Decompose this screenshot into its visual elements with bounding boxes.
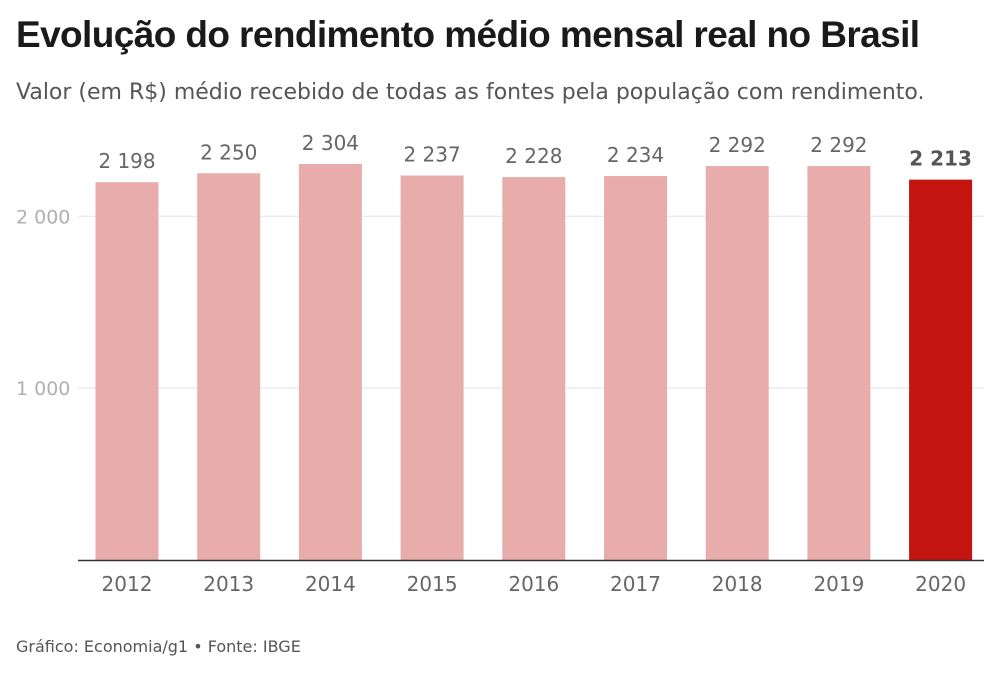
chart-title: Evolução do rendimento médio mensal real… bbox=[16, 14, 920, 55]
value-label: 2 292 bbox=[810, 133, 867, 157]
x-axis-ticks: 2012 2013 2014 2015 2016 2017 2018 2019 2020 bbox=[102, 572, 967, 596]
value-label: 2 234 bbox=[607, 143, 664, 167]
x-tick-label: 2012 bbox=[102, 572, 153, 596]
bar-2016 bbox=[502, 177, 566, 560]
value-label: 2 237 bbox=[403, 143, 460, 167]
x-tick-label: 2018 bbox=[712, 572, 763, 596]
value-label: 2 198 bbox=[98, 149, 155, 173]
value-label: 2 292 bbox=[709, 133, 766, 157]
bar-2018 bbox=[705, 166, 769, 560]
source-note: Gráfico: Economia/g1 • Fonte: IBGE bbox=[16, 637, 301, 656]
y-tick-label: 1 000 bbox=[16, 378, 70, 400]
chart-subtitle: Valor (em R$) médio recebido de todas as… bbox=[16, 80, 925, 105]
bar-2014 bbox=[298, 164, 362, 560]
x-tick-label: 2015 bbox=[407, 572, 458, 596]
x-tick-label: 2019 bbox=[813, 572, 864, 596]
x-tick-label: 2016 bbox=[508, 572, 559, 596]
value-labels: 2 198 2 250 2 304 2 237 2 228 2 234 2 292 2 292… bbox=[98, 131, 972, 173]
x-tick-label: 2013 bbox=[203, 572, 254, 596]
bar-2015 bbox=[400, 175, 464, 560]
bar-2013 bbox=[197, 173, 261, 560]
value-label: 2 213 bbox=[909, 147, 972, 171]
bar-2020 bbox=[909, 179, 973, 560]
bar-2019 bbox=[807, 166, 871, 560]
bar-2012 bbox=[95, 182, 159, 560]
y-tick-label: 2 000 bbox=[16, 206, 70, 228]
bar-2017 bbox=[604, 176, 667, 560]
x-tick-label: 2017 bbox=[610, 572, 661, 596]
x-tick-label: 2014 bbox=[305, 572, 356, 596]
value-label: 2 250 bbox=[200, 140, 257, 164]
bars bbox=[95, 164, 973, 560]
y-axis-ticks: 1 000 2 000 bbox=[16, 206, 70, 400]
value-label: 2 304 bbox=[302, 131, 359, 155]
x-tick-label: 2020 bbox=[915, 572, 966, 596]
value-label: 2 228 bbox=[505, 144, 562, 168]
